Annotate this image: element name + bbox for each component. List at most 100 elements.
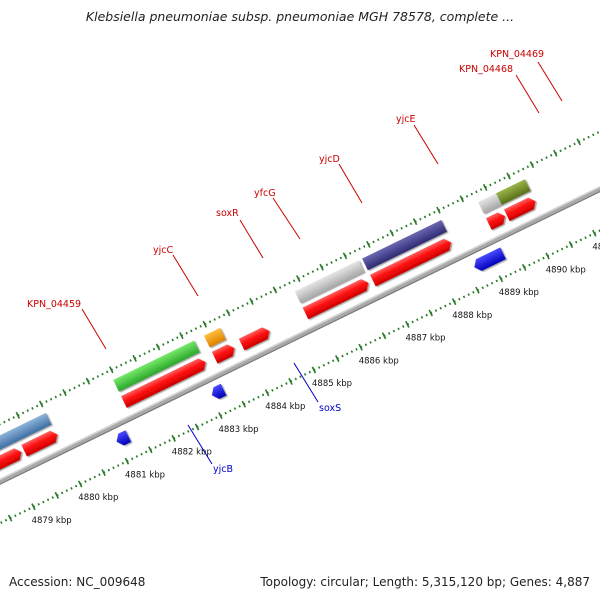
cds-arrow-rev[interactable]: [471, 247, 506, 273]
minor-tick: [257, 395, 260, 399]
gene-label-kpn04459[interactable]: KPN_04459: [27, 299, 107, 350]
scale-tick-label: 4880 kbp: [78, 493, 118, 503]
scale-tick-label: 4883 kbp: [219, 425, 259, 435]
minor-tick: [470, 192, 473, 196]
minor-tick: [425, 313, 428, 317]
gene-label-yjce[interactable]: yjcE: [396, 114, 439, 165]
minor-tick: [420, 316, 424, 319]
gene-bar-navy[interactable]: [362, 219, 447, 271]
svg-text:yfcG: yfcG: [254, 188, 276, 199]
gene-label-soxr[interactable]: soxR: [216, 208, 264, 259]
minor-tick: [308, 370, 312, 374]
gene-label-soxs[interactable]: soxS: [293, 362, 341, 414]
cds-arrow-fwd[interactable]: [21, 429, 60, 457]
minor-tick: [162, 343, 165, 346]
minor-tick: [205, 420, 209, 424]
major-tick: [171, 434, 176, 442]
minor-tick: [49, 397, 53, 401]
minor-tick: [381, 236, 385, 239]
minor-tick: [448, 302, 452, 306]
minor-tick: [271, 388, 274, 392]
gene-bar-olive[interactable]: [496, 179, 531, 205]
gene-label-yfcg[interactable]: yfcG: [254, 188, 301, 240]
minor-tick: [490, 281, 494, 285]
gene-label-kpn04468[interactable]: KPN_04468: [459, 64, 540, 114]
minor-tick: [238, 404, 241, 408]
minor-tick: [341, 354, 344, 358]
minor-tick: [247, 400, 251, 404]
major-tick: [451, 298, 457, 306]
minor-tick: [416, 318, 419, 322]
minor-tick: [42, 500, 45, 504]
minor-tick: [532, 261, 536, 265]
scale-tick-label: 4882 kbp: [172, 448, 212, 458]
cds-arrow-fwd[interactable]: [503, 195, 538, 222]
major-tick: [592, 229, 597, 237]
minor-tick: [498, 179, 501, 182]
svg-text:yjcD: yjcD: [319, 154, 340, 165]
minor-tick: [82, 381, 86, 385]
cds-arrow-rev[interactable]: [209, 383, 227, 401]
major-tick: [62, 389, 67, 397]
cds-arrow-fwd[interactable]: [238, 325, 273, 351]
minor-tick: [377, 238, 380, 242]
major-tick: [132, 354, 137, 362]
minor-tick: [397, 327, 400, 331]
minor-tick: [535, 160, 539, 164]
minor-tick: [88, 477, 92, 481]
minor-tick: [349, 252, 352, 255]
minor-tick: [285, 382, 288, 385]
major-tick: [288, 377, 293, 385]
scale-tick-track: [0, 229, 600, 524]
cds-arrow-fwd[interactable]: [302, 277, 372, 320]
minor-tick: [517, 169, 520, 173]
minor-tick: [187, 430, 190, 433]
cog-feature-row: [0, 179, 531, 464]
minor-tick: [589, 233, 592, 237]
cds-arrow-rev[interactable]: [114, 430, 132, 447]
gene-bar-green[interactable]: [113, 340, 200, 392]
minor-tick: [177, 434, 181, 438]
minor-tick: [241, 304, 244, 308]
minor-tick: [518, 268, 522, 271]
cds-arrow-fwd[interactable]: [211, 342, 237, 364]
minor-tick: [215, 416, 218, 420]
minor-tick: [190, 329, 193, 333]
minor-tick: [51, 496, 54, 499]
minor-tick: [537, 259, 541, 262]
svg-text:soxS: soxS: [319, 403, 341, 414]
cds-arrow-fwd[interactable]: [121, 356, 208, 408]
major-tick: [521, 263, 527, 271]
cds-arrow-fwd[interactable]: [370, 237, 454, 287]
minor-tick: [107, 468, 111, 472]
gene-bar-grey-2[interactable]: [294, 260, 365, 304]
scale-tick-label: 4884 kbp: [265, 402, 305, 412]
cds-arrow-fwd[interactable]: [485, 210, 508, 230]
minor-tick: [140, 452, 143, 456]
minor-tick: [222, 313, 226, 317]
minor-tick: [306, 272, 310, 276]
gene-bar-orange[interactable]: [203, 327, 226, 348]
minor-tick: [345, 352, 349, 356]
minor-tick: [46, 498, 50, 502]
minor-tick: [115, 365, 118, 369]
minor-tick: [479, 188, 483, 191]
minor-tick: [3, 420, 6, 424]
gene-label-kpn04469[interactable]: KPN_04469: [490, 49, 563, 102]
gene-bar-steel-2[interactable]: [0, 412, 52, 464]
gene-label-yjcd[interactable]: yjcD: [319, 154, 363, 204]
gene-label-yjcc[interactable]: yjcC: [153, 245, 199, 297]
minor-tick: [54, 395, 57, 399]
minor-tick: [411, 320, 414, 324]
major-tick: [31, 503, 36, 511]
minor-tick: [434, 309, 438, 312]
minor-tick: [45, 400, 48, 403]
forward-cds-row: [0, 195, 538, 476]
gene-bar-grey-3[interactable]: [478, 193, 502, 214]
minor-tick: [405, 224, 408, 228]
gene-label-yjcb[interactable]: yjcB: [187, 424, 233, 475]
major-tick: [202, 320, 208, 328]
minor-tick: [462, 295, 466, 299]
major-tick: [335, 355, 340, 363]
cds-arrow-fwd[interactable]: [0, 446, 24, 476]
